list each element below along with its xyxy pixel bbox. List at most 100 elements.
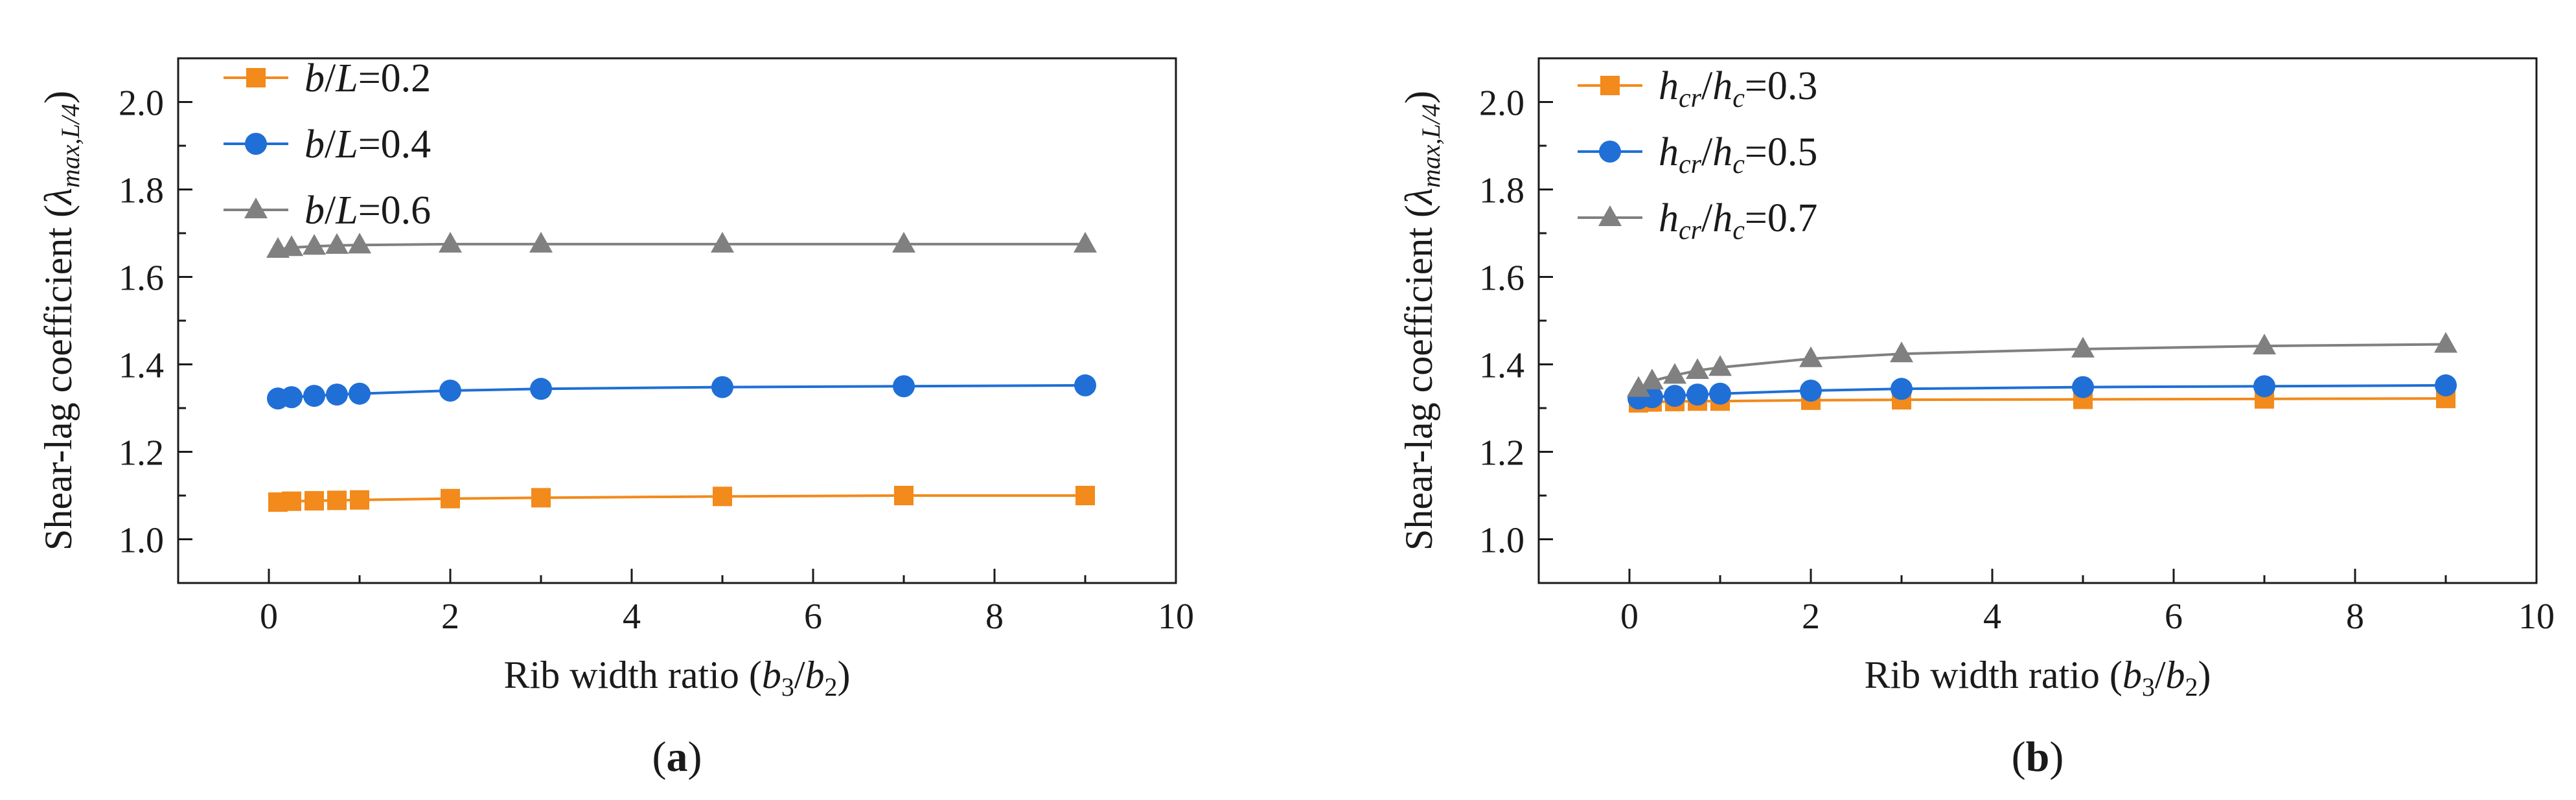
- legend-item: hcr/hc=0.3: [1578, 64, 1817, 113]
- data-point: [1799, 346, 1823, 367]
- data-point: [711, 231, 734, 253]
- data-point: [1664, 385, 1686, 407]
- data-point: [441, 488, 460, 509]
- data-point: [892, 231, 915, 253]
- data-point: [2253, 375, 2275, 398]
- panel-a: 0 2 4 6 8 10 1.0 1.2 1.4 1.6 1.8 2.0 Rib width ratio…: [37, 56, 1194, 781]
- x-tick-label: 6: [2165, 597, 2183, 637]
- data-point: [327, 490, 347, 510]
- data-point: [280, 235, 303, 257]
- panel-label: (a): [652, 733, 702, 781]
- x-tick-label: 0: [260, 597, 278, 637]
- data-point: [713, 486, 732, 507]
- data-point: [1890, 341, 1913, 363]
- x-axis-title: Rib width ratio (b3/b2): [1865, 654, 2211, 702]
- y-tick-label: 1.2: [1479, 433, 1524, 474]
- data-point: [1891, 378, 1913, 400]
- series-line: [277, 494, 1085, 504]
- panel-label: (b): [2012, 733, 2064, 781]
- legend-marker: [245, 133, 267, 155]
- x-tick-label: 2: [1802, 597, 1820, 637]
- y-tick-label: 1.0: [119, 521, 164, 561]
- data-point: [894, 486, 914, 505]
- series-line: [277, 242, 1085, 251]
- data-point: [1686, 383, 1708, 406]
- data-point: [530, 378, 552, 400]
- data-point: [2435, 374, 2457, 396]
- legend-marker: [1599, 141, 1621, 163]
- legend-item: b/L=0.4: [224, 122, 431, 166]
- y-tick-label: 2.0: [1479, 84, 1524, 124]
- data-point: [281, 386, 303, 409]
- y-axis-title: Shear-lag coefficient (λmax,L/4): [37, 91, 85, 551]
- legend-label: b/L=0.2: [305, 56, 431, 100]
- data-point: [326, 383, 348, 406]
- data-point: [1709, 382, 1731, 405]
- y-tick-label: 1.6: [1479, 258, 1524, 299]
- series-line: [1638, 383, 2446, 400]
- y-tick-label: 1.6: [119, 258, 164, 299]
- series-line: [1638, 343, 2446, 390]
- series-line: [277, 383, 1086, 400]
- legend-item: hcr/hc=0.5: [1578, 130, 1817, 179]
- legend-label: hcr/hc=0.5: [1659, 130, 1817, 179]
- data-point: [1074, 374, 1096, 396]
- legend-marker: [1600, 76, 1620, 95]
- data-point: [282, 491, 301, 511]
- legend-marker: [246, 68, 266, 87]
- x-tick-label: 4: [623, 597, 641, 637]
- legend-item: b/L=0.2: [224, 56, 431, 100]
- series-line: [1638, 397, 2446, 404]
- data-point: [1686, 358, 1709, 379]
- x-tick-label: 10: [1158, 597, 1194, 637]
- x-tick-label: 6: [804, 597, 822, 637]
- y-tick-label: 2.0: [119, 84, 164, 124]
- x-tick-label: 10: [2518, 597, 2555, 637]
- data-point: [1800, 380, 1822, 402]
- legend-item: hcr/hc=0.7: [1578, 196, 1817, 246]
- x-tick-label: 2: [441, 597, 459, 637]
- data-point: [439, 231, 462, 253]
- y-tick-label: 1.4: [119, 346, 164, 386]
- data-point: [1074, 231, 1097, 253]
- data-point: [711, 376, 733, 398]
- legend-marker: [1598, 205, 1622, 226]
- data-point: [325, 233, 349, 254]
- data-point: [303, 234, 326, 255]
- data-point: [2071, 336, 2095, 358]
- legend-label: b/L=0.4: [305, 122, 431, 166]
- series-b/L=0.4: [267, 374, 1096, 410]
- y-tick-label: 1.2: [119, 433, 164, 474]
- data-point: [348, 233, 371, 254]
- y-tick-label: 1.8: [1479, 171, 1524, 211]
- x-tick-label: 8: [985, 597, 1004, 637]
- x-tick-label: 0: [1620, 597, 1639, 637]
- data-point: [893, 375, 915, 398]
- data-point: [1708, 355, 1732, 376]
- panel-b: 0 2 4 6 8 10 1.0 1.2 1.4 1.6 1.8 2.0 Rib width ratio…: [1397, 57, 2555, 781]
- data-point: [439, 380, 461, 402]
- plot-frame: [1537, 57, 2538, 584]
- data-point: [2253, 334, 2276, 355]
- y-axis-title: Shear-lag coefficient (λmax,L/4): [1397, 91, 1445, 551]
- data-point: [529, 231, 553, 253]
- data-point: [1075, 486, 1095, 505]
- data-point: [303, 385, 325, 407]
- legend-label: hcr/hc=0.3: [1659, 64, 1817, 113]
- data-point: [349, 382, 371, 405]
- series-hcr/hc=0.7: [1627, 332, 2457, 397]
- x-axis-title: Rib width ratio (b3/b2): [504, 654, 851, 702]
- x-tick-label: 8: [2346, 597, 2364, 637]
- series-b/L=0.2: [268, 486, 1095, 512]
- data-point: [305, 491, 324, 511]
- data-point: [350, 490, 369, 510]
- data-point: [1640, 369, 1664, 390]
- data-point: [2072, 376, 2094, 398]
- legend-label: hcr/hc=0.7: [1659, 196, 1817, 246]
- x-tick-label: 4: [1983, 597, 2001, 637]
- y-tick-label: 1.4: [1479, 346, 1524, 386]
- series-b/L=0.6: [266, 231, 1097, 258]
- legend-item: b/L=0.6: [224, 189, 431, 233]
- data-point: [1663, 363, 1686, 384]
